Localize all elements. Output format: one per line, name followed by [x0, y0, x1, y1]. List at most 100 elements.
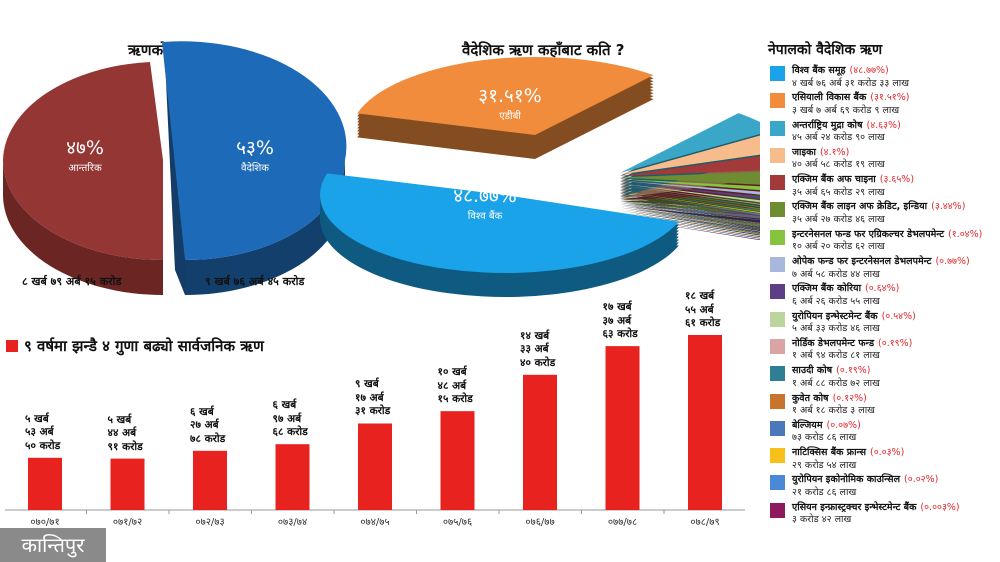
legend-swatch — [770, 257, 785, 273]
x-tick-label: ०७५/७६ — [442, 517, 473, 528]
legend-amount: २१ करोड ८६ लाख — [792, 486, 857, 498]
legend-amount: १ अर्ब ८८ करोड ७२ लाख — [792, 377, 880, 389]
legend-name: युरोपियन इन्भेस्टमेन्ट बैंक — [792, 310, 878, 322]
legend-name: इन्टरनेसनल फन्ड फर एग्रिकल्चर डेभलपमेन्ट — [792, 228, 945, 240]
legend-percent: (३.६५%) — [879, 174, 915, 186]
bar — [110, 458, 145, 510]
legend-amount: ६ अर्ब २६ करोड ५५ लाख — [792, 295, 880, 307]
legend-swatch — [770, 338, 785, 354]
x-tick-label: ०७२/७३ — [195, 517, 225, 528]
legend-swatch — [770, 202, 785, 218]
legend-swatch — [770, 475, 785, 491]
logo-text: कान्तिपुर — [21, 533, 85, 557]
legend-percent: (०.००३%) — [920, 501, 960, 513]
wb-pct: ४८.७७% — [453, 185, 517, 207]
legend-percent: (०.१९%) — [878, 337, 913, 349]
legend-swatch — [770, 93, 785, 109]
bar — [688, 335, 722, 510]
foreign-label: वैदेशिक — [241, 163, 269, 174]
bar-label-line: ६ खर्ब — [190, 405, 214, 418]
legend-name: जाइका — [792, 146, 816, 158]
legend-name: साउदी कोष — [792, 365, 833, 377]
x-tick-label: ०७४/७५ — [360, 517, 390, 528]
pie-slice — [620, 188, 760, 210]
legend-amount: २९ करोड ५४ लाख — [792, 459, 857, 471]
legend-percent: (४८.७७%) — [849, 65, 889, 76]
x-tick-label: ०७१/७२ — [112, 517, 143, 528]
legend-name: युरोपियन इकोनोमिक काउन्सिल — [792, 474, 901, 486]
legend-items: विश्व बैंक समूह (४८.७७%) ४ खर्ब ७६ अर्ब ३१… — [768, 65, 1000, 529]
bar-label-line: १८ खर्ब — [685, 290, 715, 302]
bar-data-label: १८ खर्ब ५५ अर्ब ६१ करोड — [685, 290, 720, 331]
bar-label-line: ५ खर्ब — [25, 412, 49, 425]
pie-slice — [620, 182, 760, 199]
bar-label-line: २७ अर्ब — [190, 419, 219, 432]
adb-pct: ३१.५१% — [478, 85, 542, 107]
pie-slice — [620, 183, 760, 203]
pie-slice-side — [620, 204, 760, 219]
legend-amount: ३५ अर्ब २७ करोड ४६ लाख — [792, 213, 885, 225]
legend-percent: (०.१९%) — [836, 365, 871, 377]
legend-swatch — [770, 120, 785, 136]
legend-swatch — [770, 502, 785, 518]
pie-slice — [320, 173, 679, 273]
legend-percent: (३.४४%) — [931, 201, 966, 213]
bar-data-label: ६ खर्ब ९७ अर्ब ६८ करोड — [273, 399, 308, 440]
legend-name: अन्तर्राष्ट्रिय मुद्रा कोष — [792, 119, 863, 131]
bar — [193, 450, 227, 510]
legend-name: विश्व बैंक समूह — [792, 65, 846, 76]
domestic-pct: ४७% — [66, 137, 104, 159]
bar-data-label: ६ खर्ब २७ अर्ब ७८ करोड — [190, 406, 225, 447]
legend-amount: ३ खर्ब ७ अर्ब ६९ करोड ९ लाख — [792, 104, 900, 116]
legend-amount: ३ करोड ४२ लाख — [792, 514, 852, 526]
pie-slice-side — [620, 207, 760, 227]
legend-amount: ४५ अर्ब २४ करोड ९० लाख — [792, 132, 885, 144]
legend-item: विश्व बैंक समूह (४८.७७%) ४ खर्ब ७६ अर्ब ३१… — [768, 65, 1000, 92]
legend-item: नोर्डिक डेभलपमेन्ट फन्ड (०.१९%) १ अर्ब ९४ … — [768, 338, 1000, 365]
x-tick-label: ०७६/७७ — [525, 517, 555, 528]
legend-item: साउदी कोष (०.१९%) १ अर्ब ८८ करोड ७२ लाख — [768, 365, 1000, 392]
legend-swatch — [770, 284, 785, 300]
legend-amount: ७३ करोड ८६ लाख — [792, 432, 857, 444]
pie-slice — [357, 56, 654, 136]
legend-item: एक्जिम बैंक लाइन अफ क्रेडिट, इन्डिया (३.४… — [768, 201, 1000, 228]
bar-label-line: १४ खर्ब — [520, 329, 550, 342]
legend-amount: ५ अर्ब ३३ करोड ४६ लाख — [792, 323, 880, 335]
pie-slice-side — [620, 180, 760, 200]
legend-swatch — [770, 366, 785, 382]
burden-slice-domestic — [3, 62, 163, 260]
bar-data-label: १४ खर्ब ३३ अर्ब ४० करोड — [520, 330, 555, 371]
x-tick-label: ०७७/७८ — [607, 517, 638, 528]
wb-label: विश्व बैंक — [467, 211, 503, 222]
legend-percent: (०.०७%) — [826, 419, 861, 431]
pie-slice — [620, 186, 760, 207]
bar-label-line: ३१ करोड — [355, 405, 391, 418]
bar-label-line: ३३ अर्ब — [520, 343, 549, 356]
pie-slice-side — [620, 209, 760, 231]
bar — [523, 374, 557, 510]
legend-amount: ३५ अर्ब ६५ करोड २९ लाख — [792, 186, 885, 198]
legend-amount: १ अर्ब १८ करोड ३ लाख — [792, 405, 875, 417]
x-tick-label: ०७३/७४ — [277, 517, 308, 528]
bar — [605, 346, 640, 510]
burden-slice-foreign-cut — [162, 42, 185, 295]
legend-item: बेल्जियम (०.०७%) ७३ करोड ८६ लाख — [768, 420, 1000, 447]
heading-square-icon — [6, 340, 18, 352]
legend-percent: (०.५४%) — [881, 310, 916, 322]
legend-swatch — [770, 229, 785, 245]
legend-amount: ४० अर्ब ५८ करोड १९ लाख — [792, 159, 885, 171]
bar-label-line: ७८ करोड — [190, 432, 226, 445]
legend-percent: (४.६३%) — [866, 119, 901, 131]
x-tick-label: ०७०/७१ — [30, 517, 60, 528]
legend-item: कुवेत कोष (०.१२%) १ अर्ब १८ करोड ३ लाख — [768, 393, 1000, 420]
pie-slice-side — [620, 207, 760, 228]
bar-label-line: ४० करोड — [520, 356, 556, 369]
bar — [28, 457, 62, 510]
adb-label: एडीबी — [499, 111, 521, 122]
pie-slice-side — [620, 203, 760, 215]
pie-slice — [620, 179, 760, 191]
legend-amount: ४ खर्ब ७६ अर्ब ३१ करोड ३३ लाख — [792, 77, 909, 89]
bar-label-line: ५५ अर्ब — [685, 303, 714, 316]
legend-name: एक्जिम बैंक अफ चाइना — [792, 174, 876, 186]
bar-label-line: ६१ करोड — [685, 317, 721, 329]
